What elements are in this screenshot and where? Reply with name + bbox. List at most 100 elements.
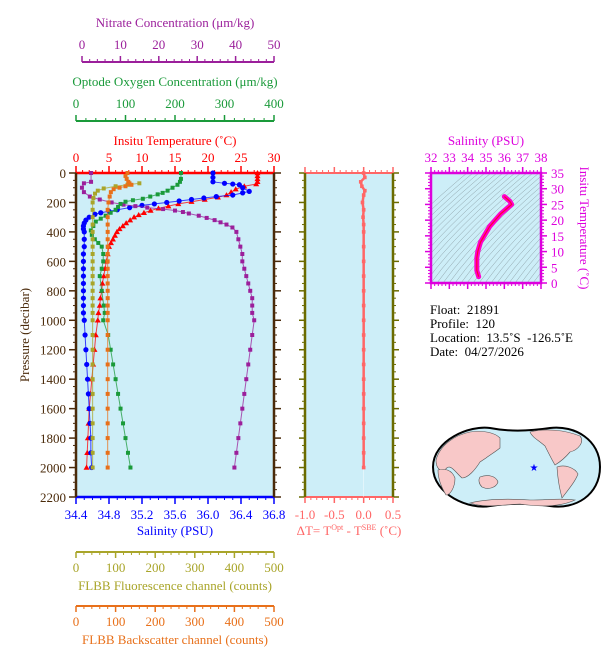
backscatter-axis-label: FLBB Backscatter channel (counts) [82,632,268,647]
map-land-north-america [529,429,582,466]
delta-t-axis-label: ΔT= TOpt - TSBE (˚C) [297,523,402,538]
tick-label: 37 [516,150,530,165]
oxygen-axis: Optode Oxygen Concentration (μm/kg) 0 100… [72,74,284,122]
tick-label: 2000 [40,461,66,476]
tick-label: 36 [498,150,512,165]
tick-label: 25 [551,197,564,212]
temperature-tick-labels: 0 5 10 15 20 25 30 [73,150,281,165]
tick-label: 0.5 [385,507,401,522]
tick-label: 36.0 [197,507,220,522]
ts-temperature-label: Insitu Temperature (˚C) [577,166,592,289]
tick-label: 30 [268,150,281,165]
tick-label: 0.0 [356,507,372,522]
ts-salinity-label: Salinity (PSU) [448,133,524,148]
map-land-south-america [556,465,579,499]
tick-label: 30 [551,182,564,197]
tick-label: 36.8 [263,507,286,522]
delta-t-tick-labels: -1.0 -0.5 0.0 0.5 [295,507,401,522]
tick-label: 100 [106,560,126,575]
delta-t-plot-area [305,173,393,497]
oxygen-axis-label: Optode Oxygen Concentration (μm/kg) [72,74,277,89]
tick-label: 0 [73,560,80,575]
tick-label: 500 [264,614,284,629]
tick-label: 2200 [40,490,66,505]
tick-label: -0.5 [324,507,345,522]
pressure-tick-labels: 0 200 400 600 800 1000 1200 1400 1600 1800 2000 220… [40,166,66,505]
tick-label: 100 [106,614,126,629]
profile-plot-frame [69,166,281,504]
tick-label: 200 [145,614,165,629]
float-id: Float: 21891 [430,302,500,317]
tick-label: 500 [264,560,284,575]
tick-label: 20 [202,150,215,165]
series-1 [80,170,252,471]
tick-label: 400 [225,560,245,575]
tick-label: 600 [47,254,67,269]
tick-label: 10 [114,37,127,52]
tick-label: 0 [73,96,80,111]
oxygen-tick-labels: 0 100 200 300 400 [73,96,284,111]
backscatter-axis-line [75,605,275,612]
map-land-africa [437,468,456,496]
delta-t-plot: -1.0 -0.5 0.0 0.5 ΔT= TOpt - TSBE (˚C) [295,167,402,538]
tick-label: 800 [47,284,67,299]
tick-label: 35 [480,150,493,165]
tick-label: 5 [106,150,113,165]
tick-label: 36.4 [230,507,253,522]
tick-label: 34 [461,150,475,165]
world-map: ★ [431,426,602,508]
map-land-antarctica [468,498,577,507]
tick-label: 10 [136,150,149,165]
tick-label: 1200 [40,343,66,358]
tick-label: 5 [551,260,558,275]
series-5 [105,171,134,470]
ts-diagram: Salinity (PSU) 32 33 34 35 36 37 38 0510152025… [425,133,593,291]
tick-label: 50 [268,37,281,52]
series-2 [79,171,257,470]
nitrate-tick-labels: 0 10 20 30 40 50 [79,37,281,52]
temperature-axis: Insitu Temperature (˚C) 0 5 10 15 20 25 30 [73,133,281,165]
tick-label: 400 [264,96,284,111]
profile-number: Profile: 120 [430,316,495,331]
ts-curve [474,194,515,280]
tick-label: 10 [551,245,564,260]
salinity-tick-labels: 34.4 34.8 35.2 35.6 36.0 36.4 36.8 [65,507,286,522]
tick-label: 35.2 [131,507,154,522]
tick-label: 32 [425,150,438,165]
tick-label: 30 [191,37,204,52]
tick-label: 35 [551,166,564,181]
fluorescence-axis-label: FLBB Fluorescence channel (counts) [78,578,272,593]
float-info: Float: 21891 Profile: 120 Location: 13.5… [430,303,573,359]
fluorescence-axis-line [75,551,275,558]
profile-series [79,170,261,471]
backscatter-tick-labels: 0 100 200 300 400 500 [73,614,284,629]
nitrate-axis: Nitrate Concentration (μm/kg) 0 10 20 30 40 5… [79,15,281,63]
tick-label: 0 [551,276,558,291]
tick-label: 20 [152,37,165,52]
tick-label: 35.6 [164,507,187,522]
tick-label: 1000 [40,313,66,328]
tick-label: 34.8 [98,507,121,522]
tick-label: 0 [60,166,67,181]
ts-plot-frame [425,167,547,289]
tick-label: 34.4 [65,507,88,522]
tick-label: 100 [116,96,136,111]
map-land-australia [478,475,499,489]
tick-label: 400 [47,225,67,240]
tick-label: 300 [185,560,205,575]
tick-label: 15 [551,229,564,244]
tick-label: 300 [185,614,205,629]
pressure-axis-label: Pressure (decibar) [17,288,32,382]
tick-label: 25 [235,150,248,165]
delta-t-series [358,171,367,470]
tick-label: 1800 [40,431,66,446]
tick-label: 33 [443,150,456,165]
location: Location: 13.5˚S -126.5˚E [430,330,573,345]
tick-label: 200 [165,96,185,111]
tick-label: 38 [535,150,548,165]
salinity-axis-label: Salinity (PSU) [137,523,213,538]
tick-label: 0 [79,37,86,52]
date: Date: 04/27/2026 [430,344,524,359]
backscatter-axis: 0 100 200 300 400 500 FLBB Backscatter channe… [73,605,284,647]
